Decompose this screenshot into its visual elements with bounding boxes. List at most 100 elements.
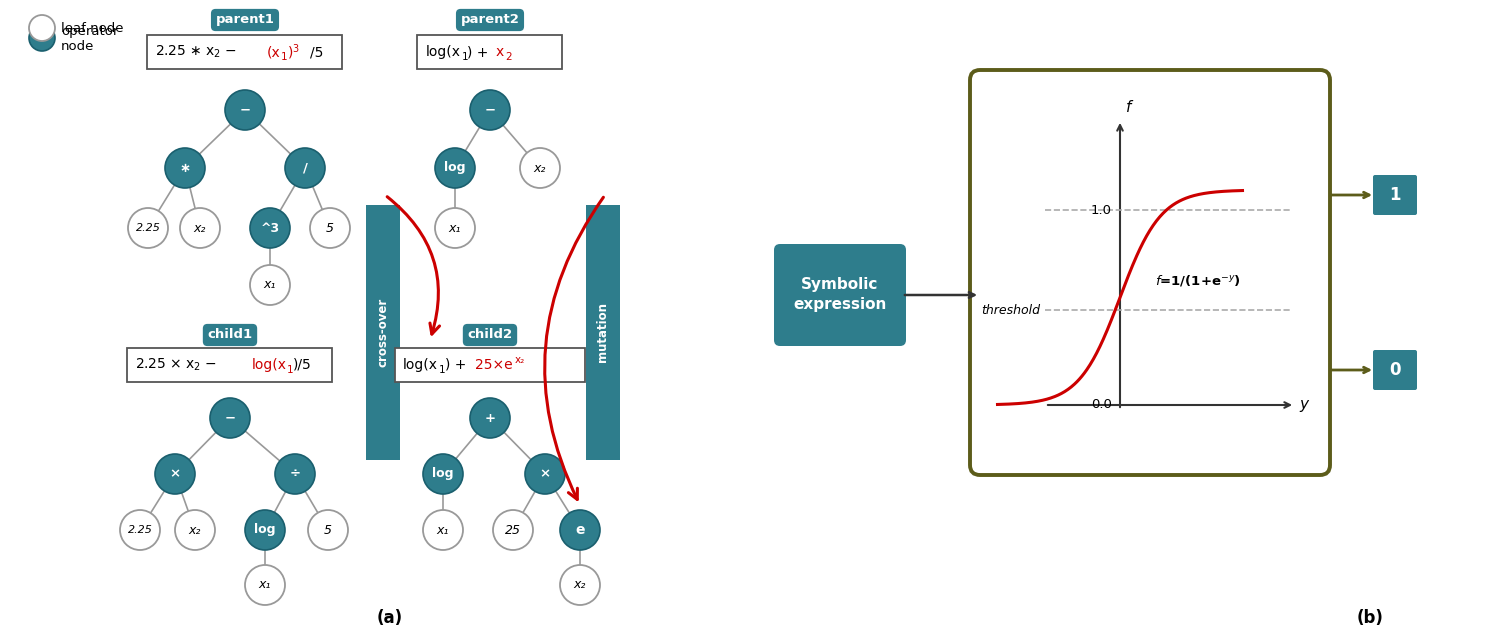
FancyBboxPatch shape [127, 348, 333, 382]
Text: node: node [61, 41, 94, 54]
Text: /5: /5 [310, 45, 324, 59]
Circle shape [180, 208, 220, 248]
Text: x₁: x₁ [448, 222, 462, 234]
Text: 2.25: 2.25 [135, 223, 160, 233]
Circle shape [127, 208, 168, 248]
Circle shape [165, 148, 205, 188]
Circle shape [244, 510, 285, 550]
Text: y: y [1300, 398, 1309, 413]
Circle shape [250, 265, 289, 305]
Text: x₁: x₁ [259, 579, 271, 591]
Text: 2.25 $\ast$ x$_2$ $-$: 2.25 $\ast$ x$_2$ $-$ [156, 44, 238, 60]
FancyBboxPatch shape [418, 35, 562, 69]
Text: ^3: ^3 [261, 222, 279, 234]
Circle shape [423, 454, 463, 494]
Text: parent1: parent1 [216, 13, 274, 27]
Circle shape [250, 208, 289, 248]
Text: x₂: x₂ [574, 579, 586, 591]
Text: ×: × [540, 468, 550, 480]
Circle shape [310, 208, 349, 248]
Text: 1: 1 [280, 52, 288, 62]
Text: 0.0: 0.0 [1091, 399, 1112, 411]
Text: /: / [303, 161, 307, 175]
Text: f: f [1126, 99, 1132, 115]
Circle shape [120, 510, 160, 550]
Circle shape [561, 510, 600, 550]
Text: 1: 1 [439, 365, 445, 375]
FancyArrowPatch shape [387, 197, 439, 334]
Text: 25: 25 [505, 523, 522, 537]
Text: x₂: x₂ [516, 355, 525, 365]
Text: child2: child2 [468, 329, 513, 341]
Text: (a): (a) [376, 609, 403, 627]
Text: 5: 5 [325, 222, 334, 234]
Text: expression: expression [793, 296, 887, 311]
Circle shape [175, 510, 214, 550]
Text: 0: 0 [1390, 361, 1400, 379]
Text: 1.0: 1.0 [1091, 203, 1112, 216]
Circle shape [210, 398, 250, 438]
Text: mutation: mutation [597, 303, 610, 363]
Text: −: − [484, 104, 496, 116]
Text: ) +: ) + [468, 45, 493, 59]
Text: 1: 1 [462, 52, 468, 62]
Circle shape [471, 398, 510, 438]
Text: 5: 5 [324, 523, 331, 537]
Text: e: e [576, 523, 585, 537]
Text: leaf node: leaf node [61, 22, 123, 35]
Text: )/5: )/5 [292, 358, 312, 372]
FancyBboxPatch shape [396, 348, 585, 382]
Text: log: log [432, 468, 454, 480]
FancyBboxPatch shape [970, 70, 1330, 475]
Circle shape [435, 208, 475, 248]
Circle shape [28, 15, 55, 41]
Text: x₁: x₁ [264, 279, 276, 292]
Circle shape [525, 454, 565, 494]
Text: x: x [496, 45, 504, 59]
Text: threshold: threshold [980, 303, 1040, 316]
Circle shape [274, 454, 315, 494]
FancyArrowPatch shape [544, 197, 604, 499]
FancyBboxPatch shape [1373, 350, 1417, 390]
Text: log: log [255, 523, 276, 537]
Text: 2.25: 2.25 [127, 525, 153, 535]
Text: 2: 2 [505, 52, 513, 62]
Text: +: + [484, 411, 496, 425]
FancyBboxPatch shape [1373, 175, 1417, 215]
Text: 1: 1 [1390, 186, 1400, 204]
Circle shape [244, 565, 285, 605]
Text: cross-over: cross-over [376, 298, 390, 367]
Text: 25×e: 25×e [475, 358, 513, 372]
Text: ×: × [169, 468, 180, 480]
Text: )$^3$: )$^3$ [286, 42, 300, 62]
Text: 1: 1 [286, 365, 294, 375]
FancyBboxPatch shape [773, 244, 905, 346]
Text: $f$=1/(1+e$^{-y}$): $f$=1/(1+e$^{-y}$) [1156, 272, 1241, 287]
FancyBboxPatch shape [586, 205, 621, 460]
Circle shape [435, 148, 475, 188]
Circle shape [28, 25, 55, 51]
Text: log: log [444, 161, 466, 175]
Circle shape [285, 148, 325, 188]
Text: log(x: log(x [403, 358, 438, 372]
Text: 2.25 × x$_2$ −: 2.25 × x$_2$ − [135, 357, 219, 373]
Text: −: − [240, 104, 250, 116]
FancyBboxPatch shape [366, 205, 400, 460]
Circle shape [423, 510, 463, 550]
Text: ) +: ) + [445, 358, 471, 372]
Text: child1: child1 [207, 329, 252, 341]
Text: log(x: log(x [252, 358, 286, 372]
Text: Symbolic: Symbolic [802, 277, 878, 292]
Text: x₂: x₂ [534, 161, 546, 175]
Text: log(x: log(x [426, 45, 460, 59]
Circle shape [154, 454, 195, 494]
FancyBboxPatch shape [147, 35, 342, 69]
Text: x₂: x₂ [189, 523, 201, 537]
Text: (b): (b) [1357, 609, 1384, 627]
Text: ÷: ÷ [289, 468, 300, 480]
Text: ∗: ∗ [180, 161, 190, 175]
Circle shape [471, 90, 510, 130]
Text: −: − [225, 411, 235, 425]
Text: x₁: x₁ [436, 523, 450, 537]
Text: (x: (x [267, 45, 280, 59]
